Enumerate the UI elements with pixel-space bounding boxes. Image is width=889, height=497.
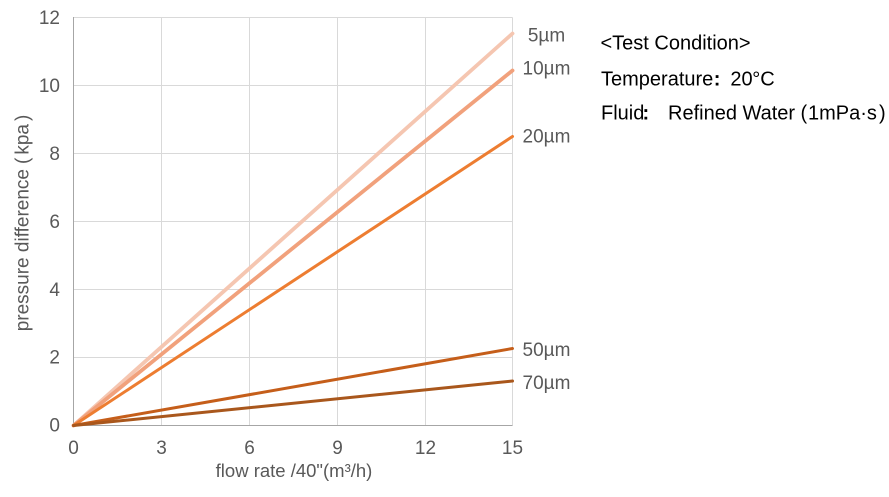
svg-text:9: 9	[332, 438, 343, 459]
svg-text:Refined Water: Refined Water	[668, 103, 795, 125]
svg-text:): )	[879, 103, 886, 125]
svg-text:0: 0	[49, 416, 60, 437]
svg-text:8: 8	[49, 144, 60, 165]
svg-text:flow rate /40"(m³/h): flow rate /40"(m³/h)	[216, 460, 373, 481]
svg-text:10µm: 10µm	[523, 58, 571, 79]
svg-text:1mPa·s: 1mPa·s	[808, 103, 877, 125]
svg-text:°C: °C	[752, 69, 774, 91]
svg-text:20µm: 20µm	[523, 127, 571, 148]
svg-text:Fluid: Fluid	[601, 103, 644, 125]
svg-text:12: 12	[415, 438, 436, 459]
svg-text:<Test Condition>: <Test Condition>	[601, 32, 751, 54]
svg-text:10: 10	[39, 76, 60, 97]
svg-text:3: 3	[156, 438, 167, 459]
svg-text:5µm: 5µm	[528, 25, 565, 46]
svg-text:70µm: 70µm	[523, 373, 571, 394]
svg-text:12: 12	[39, 8, 60, 29]
svg-text:pressure difference(kpa): pressure difference(kpa)	[13, 115, 34, 332]
svg-text:15: 15	[502, 438, 523, 459]
svg-text::: :	[643, 103, 650, 125]
svg-text:6: 6	[49, 212, 60, 233]
svg-text:20: 20	[730, 69, 752, 91]
svg-text:4: 4	[49, 280, 60, 301]
svg-text:0: 0	[68, 438, 79, 459]
svg-text:50µm: 50µm	[523, 340, 571, 361]
svg-text::: :	[714, 69, 721, 91]
svg-text:2: 2	[49, 348, 60, 369]
svg-text:(: (	[801, 103, 808, 125]
svg-text:Temperature: Temperature	[601, 69, 713, 91]
svg-text:6: 6	[244, 438, 255, 459]
